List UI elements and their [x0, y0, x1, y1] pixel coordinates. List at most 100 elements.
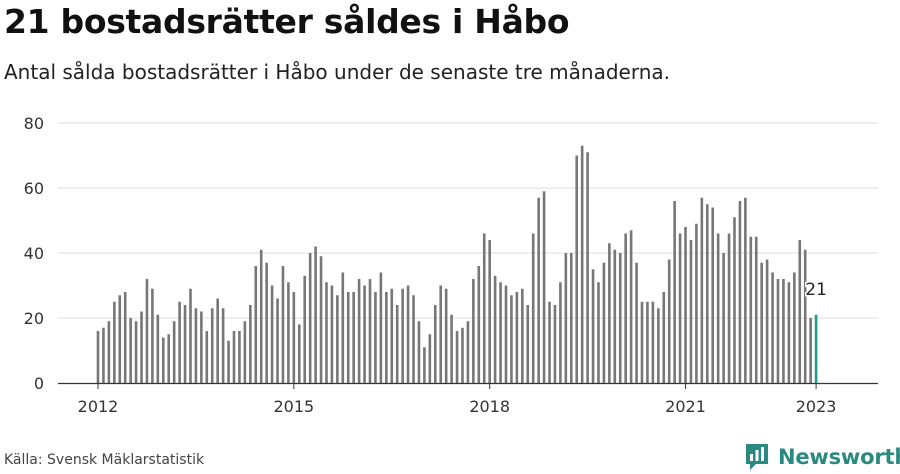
bar	[493, 275, 497, 383]
bar	[401, 288, 404, 383]
bar	[733, 217, 736, 383]
bar	[526, 305, 530, 383]
bar	[102, 327, 105, 383]
bar	[433, 305, 437, 383]
bar	[325, 282, 328, 383]
bar	[646, 301, 649, 383]
bar	[254, 266, 258, 383]
bar	[803, 249, 807, 383]
bar	[450, 314, 453, 383]
bar	[374, 292, 377, 383]
bar	[618, 253, 622, 383]
bar	[765, 259, 769, 383]
bar	[221, 308, 225, 383]
bar	[477, 266, 481, 383]
bar	[662, 292, 666, 383]
bar	[287, 282, 290, 383]
x-tick-label: 2015	[273, 397, 314, 416]
bar	[276, 298, 279, 383]
bar	[749, 236, 753, 383]
bar	[754, 236, 758, 383]
bar	[635, 262, 638, 383]
bar	[134, 321, 138, 383]
bar	[689, 240, 693, 383]
bar	[406, 285, 410, 383]
bar	[107, 321, 111, 383]
x-axis: 2012 2015 2018 2021 2023	[58, 382, 878, 416]
bar	[564, 253, 568, 383]
bar	[521, 288, 524, 383]
bar	[265, 262, 268, 383]
source-note: Källa: Svensk Mäklarstatistik	[4, 452, 205, 468]
bar	[428, 334, 432, 383]
bar	[259, 249, 263, 383]
bar	[200, 311, 203, 383]
gridlines: 0 20 40 60 80	[24, 114, 878, 393]
chart-subtitle: Antal sålda bostadsrätter i Håbo under d…	[4, 60, 671, 84]
bar	[303, 275, 307, 383]
bar	[488, 240, 491, 383]
brand-logo[interactable]: Newsworthy	[744, 442, 900, 472]
bar	[809, 318, 812, 383]
bar	[156, 314, 160, 383]
bars	[96, 145, 818, 383]
bar	[395, 305, 399, 383]
bar	[695, 223, 698, 383]
bar	[678, 233, 682, 383]
bar	[586, 152, 589, 383]
bar	[368, 279, 372, 383]
bar	[667, 259, 671, 383]
bar	[151, 288, 154, 383]
bar	[178, 301, 181, 383]
bar	[776, 279, 780, 383]
bar	[270, 285, 274, 383]
bar	[629, 230, 633, 383]
bar	[705, 204, 709, 383]
bar	[439, 285, 443, 383]
bar	[167, 334, 171, 383]
bar	[183, 305, 187, 383]
bar	[591, 269, 595, 383]
bar	[771, 272, 774, 383]
bar	[613, 249, 617, 383]
bar	[553, 305, 557, 383]
bar	[657, 308, 660, 383]
bar	[336, 295, 339, 383]
bar	[314, 246, 317, 383]
bar	[417, 321, 421, 383]
bar	[640, 301, 644, 383]
bar	[504, 285, 508, 383]
bar	[423, 347, 426, 383]
bar	[227, 340, 230, 383]
bar	[379, 272, 383, 383]
bar	[363, 285, 366, 383]
bar	[597, 282, 600, 383]
y-tick-label: 60	[24, 179, 44, 198]
bar	[189, 288, 192, 383]
bar	[673, 201, 676, 383]
bar	[744, 197, 747, 383]
bar	[161, 337, 165, 383]
bar	[711, 207, 715, 383]
bar	[412, 295, 415, 383]
bar	[216, 298, 219, 383]
data-labels: 21	[804, 278, 829, 301]
bar	[308, 253, 312, 383]
bar	[684, 227, 687, 383]
bar	[608, 243, 611, 383]
bar	[472, 279, 475, 383]
y-tick-label: 40	[24, 244, 44, 263]
bar-highlight	[814, 314, 818, 383]
bar	[118, 295, 122, 383]
bar	[782, 279, 785, 383]
highlight-value-label: 21	[805, 280, 827, 300]
bar	[461, 327, 464, 383]
bar	[238, 331, 241, 383]
bar	[482, 233, 486, 383]
bar	[580, 145, 584, 383]
bar	[624, 233, 627, 383]
bar	[172, 321, 176, 383]
bar	[232, 331, 236, 383]
bar	[602, 262, 606, 383]
